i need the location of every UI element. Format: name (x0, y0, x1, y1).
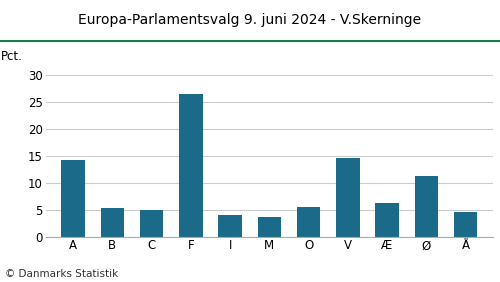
Bar (376, 203, 399, 237)
Text: Pct.: Pct. (1, 50, 23, 63)
Bar (62, 160, 85, 237)
Bar (218, 215, 242, 237)
Bar (140, 210, 164, 237)
Bar (454, 212, 477, 237)
Bar (179, 94, 203, 237)
Bar (414, 176, 438, 237)
Text: Europa-Parlamentsvalg 9. juni 2024 - V.Skerninge: Europa-Parlamentsvalg 9. juni 2024 - V.S… (78, 13, 422, 27)
Bar (258, 217, 281, 237)
Bar (100, 208, 124, 237)
Bar (336, 158, 359, 237)
Text: © Danmarks Statistik: © Danmarks Statistik (5, 269, 118, 279)
Bar (297, 206, 320, 237)
